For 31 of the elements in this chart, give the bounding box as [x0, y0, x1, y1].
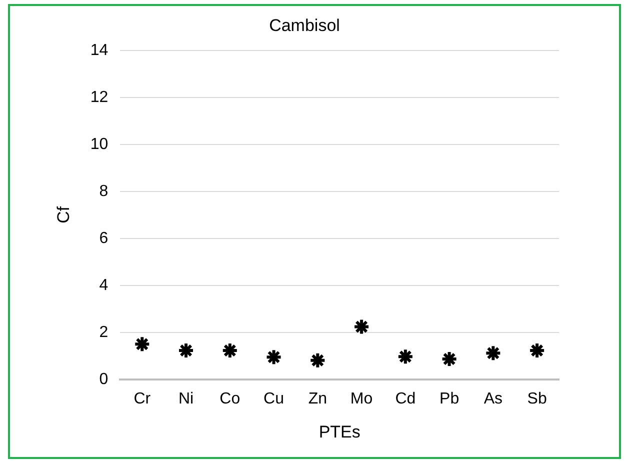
point [265, 348, 282, 366]
point [396, 348, 414, 366]
y-tick-label: 4 [99, 276, 108, 294]
x-tick-label: Pb [440, 390, 460, 408]
x-tick-label: Ni [178, 390, 194, 408]
y-tick-label: 0 [99, 370, 108, 388]
point [353, 318, 370, 336]
point [178, 342, 195, 359]
x-tick-label: Cr [134, 390, 152, 408]
point [221, 342, 238, 359]
point [440, 350, 458, 368]
x-tick-label: Sb [527, 390, 547, 408]
point [134, 336, 151, 353]
y-tick-label: 8 [99, 182, 108, 200]
x-tick-label: As [484, 390, 503, 408]
y-tick-label: 10 [90, 136, 108, 153]
y-axis-title: Cf [54, 206, 73, 224]
y-tick-label: 6 [99, 230, 108, 247]
point [528, 342, 546, 359]
x-tick-label: Zn [308, 390, 327, 408]
x-tick-label: Cu [264, 390, 284, 408]
y-tick-label: 12 [90, 88, 108, 106]
point [484, 344, 502, 362]
chart-title: Cambisol [269, 16, 340, 35]
x-tick-label: Co [220, 390, 240, 408]
x-tick-label: Cd [395, 390, 416, 408]
y-tick-label: 14 [90, 42, 108, 59]
point [309, 352, 326, 369]
x-tick-label: Mo [350, 390, 373, 408]
y-tick-label: 2 [99, 324, 108, 341]
x-axis-title: PTEs [318, 422, 360, 442]
